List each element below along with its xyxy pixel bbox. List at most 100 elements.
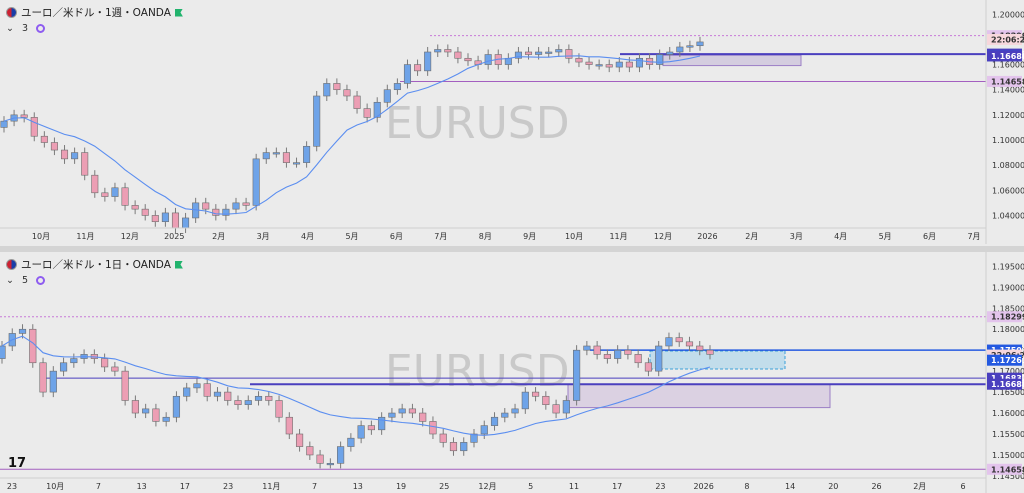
time-tick-label: 6月 <box>923 232 936 241</box>
candle-body <box>675 337 683 343</box>
candle-body <box>151 215 159 223</box>
indicator-ring-icon[interactable] <box>36 276 46 285</box>
candle-body <box>162 416 170 422</box>
time-tick-label: 12月 <box>478 482 496 491</box>
candle-body <box>212 208 220 216</box>
time-tick-label: 6月 <box>390 232 403 241</box>
price-label-bg <box>987 378 1022 390</box>
price-tick-label: 1.18500 <box>992 304 1024 313</box>
time-tick-label: 6 <box>960 482 965 491</box>
time-tick-label: 7月 <box>434 232 447 241</box>
candle-body <box>706 349 714 355</box>
candle-body <box>0 120 8 128</box>
daily-indicator-row: ⌄ 5 <box>6 275 46 286</box>
price-tick-label: 1.20000 <box>992 10 1024 19</box>
weekly-chart[interactable]: EURUSD1.200001.180001.160001.140001.1200… <box>0 0 1024 246</box>
price-label-text: 1.18299 <box>991 313 1024 322</box>
eur-usd-flag-icon <box>6 259 17 270</box>
candle-body <box>565 49 573 59</box>
chevron-down-icon[interactable]: ⌄ <box>6 275 14 286</box>
daily-chart-header: ユーロ／米ドル・1日・OANDA <box>6 257 183 272</box>
indicator-ring-icon[interactable] <box>36 24 46 33</box>
candle-body <box>521 391 529 410</box>
price-tick-label: 1.19500 <box>992 262 1024 271</box>
candle-body <box>666 51 674 55</box>
candle-body <box>347 437 355 447</box>
candle-body <box>403 64 412 84</box>
candle-body <box>282 152 290 163</box>
time-tick-label: 26 <box>871 482 881 491</box>
candle-body <box>224 391 232 401</box>
candle-body <box>676 46 684 53</box>
price-tick-label: 1.18000 <box>992 325 1024 334</box>
candle-body <box>326 463 334 466</box>
chevron-down-icon[interactable]: ⌄ <box>6 23 14 34</box>
daily-chart[interactable]: EURUSD1.195001.190001.185001.180001.1750… <box>0 252 1024 493</box>
weekly-chart-pane[interactable]: EURUSD1.200001.180001.160001.140001.1200… <box>0 0 1024 246</box>
price-label-bg <box>987 50 1022 62</box>
candle-body <box>337 446 345 464</box>
candle-body <box>254 395 263 401</box>
time-tick-label: 2025 <box>164 232 184 241</box>
candle-body <box>265 395 273 401</box>
time-tick-label: 9月 <box>523 232 536 241</box>
time-tick-label: 13 <box>353 482 363 491</box>
candle-body <box>367 425 375 431</box>
candle-body <box>531 391 540 397</box>
candle-body <box>414 64 422 72</box>
candle-body <box>575 57 583 63</box>
price-tick-label: 1.14000 <box>992 86 1024 95</box>
daily-chart-title: ユーロ／米ドル・1日・OANDA <box>21 259 171 271</box>
candle-body <box>343 89 351 97</box>
candle-body <box>18 328 27 334</box>
price-tick-label: 1.19000 <box>992 283 1024 292</box>
candle-body <box>29 328 37 364</box>
daily-chart-pane[interactable]: EURUSD1.195001.190001.185001.180001.1750… <box>0 252 1024 493</box>
candle-body <box>490 416 499 426</box>
time-tick-label: 12月 <box>654 232 672 241</box>
candle-body <box>202 202 210 210</box>
candle-body <box>0 345 6 359</box>
candle-body <box>49 370 57 393</box>
candle-body <box>524 51 533 55</box>
time-tick-label: 5月 <box>345 232 358 241</box>
candle-body <box>172 395 181 418</box>
price-tick-label: 1.12000 <box>992 111 1024 120</box>
candle-body <box>535 51 543 55</box>
zone-box-0 <box>662 54 802 67</box>
candle-body <box>222 208 230 216</box>
time-tick-label: 3月 <box>257 232 270 241</box>
candle-body <box>484 54 492 65</box>
price-tick-label: 1.17000 <box>992 367 1024 376</box>
watermark-text: EURUSD <box>385 98 570 149</box>
price-tick-label: 1.16000 <box>992 61 1024 70</box>
candle-body <box>111 187 119 197</box>
candle-body <box>635 57 644 68</box>
plot-area <box>0 252 986 478</box>
candle-body <box>624 349 632 355</box>
tradingview-logo: 17 <box>8 456 27 471</box>
time-tick-label: 25 <box>439 482 449 491</box>
candle-body <box>30 117 38 137</box>
candle-body <box>573 349 581 401</box>
candle-body <box>193 383 201 389</box>
time-tick-label: 10月 <box>46 482 64 491</box>
candle-body <box>60 149 69 160</box>
green-flag-icon[interactable] <box>174 260 183 269</box>
candle-body <box>101 192 109 197</box>
pane-separator[interactable] <box>0 246 1024 252</box>
price-label-bg <box>987 354 1022 366</box>
candle-body <box>383 89 391 103</box>
candle-body <box>460 442 468 452</box>
candle-body <box>378 416 386 431</box>
time-tick-label: 23 <box>223 482 233 491</box>
candle-body <box>656 54 664 65</box>
candle-body <box>353 95 361 109</box>
candle-body <box>363 108 371 118</box>
candle-body <box>552 404 560 414</box>
green-flag-icon[interactable] <box>174 8 183 17</box>
price-tick-label: 1.08000 <box>992 161 1024 170</box>
price-tick-label: 1.15500 <box>992 430 1024 439</box>
time-tick-label: 13 <box>137 482 147 491</box>
candle-body <box>59 362 68 372</box>
